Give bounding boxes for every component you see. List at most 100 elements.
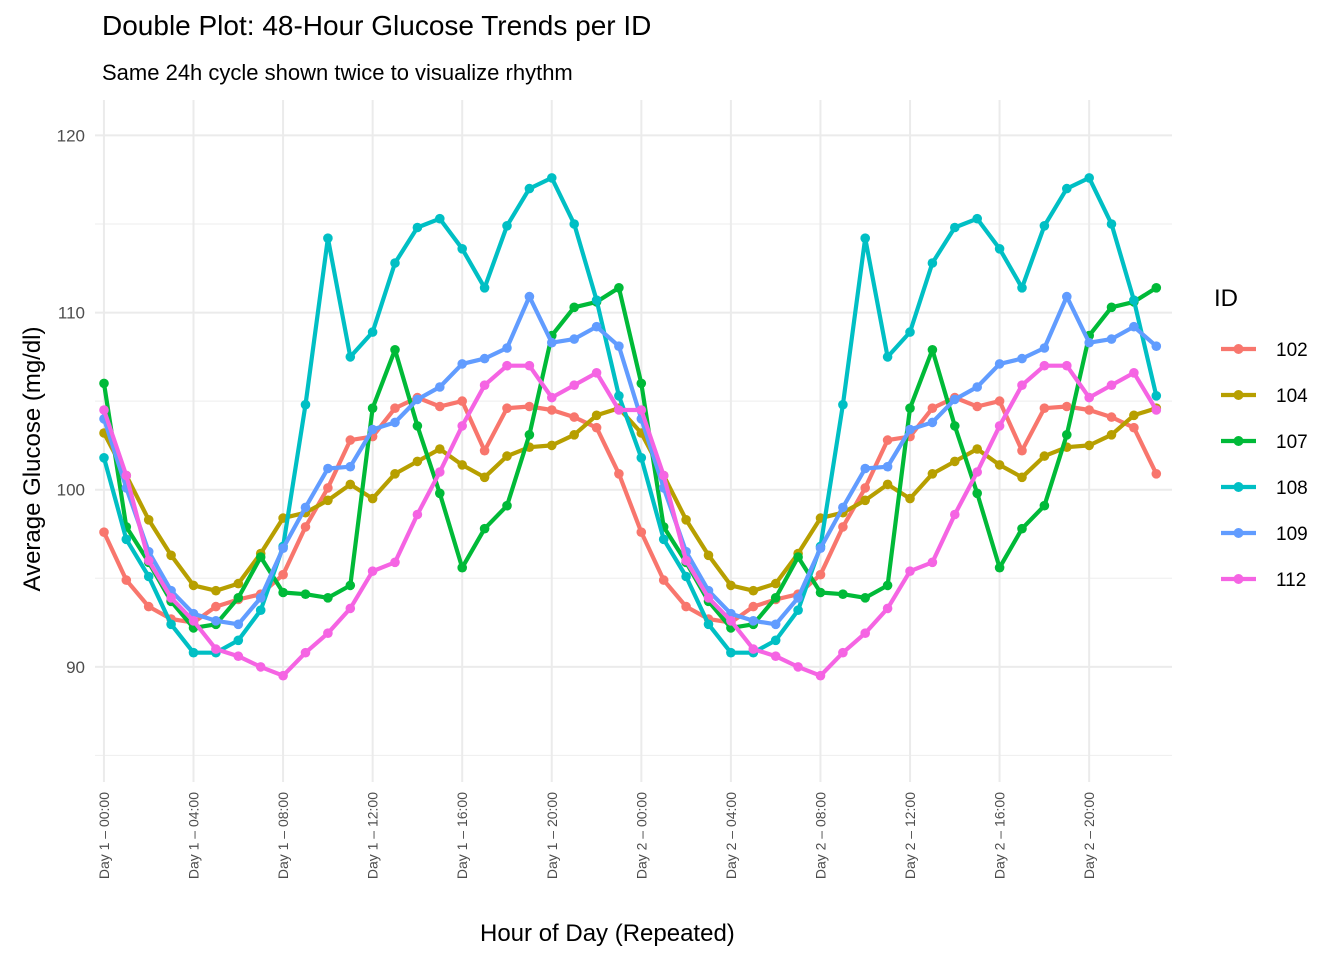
data-point-102 bbox=[1062, 401, 1072, 412]
x-tick-label: Day 1 – 16:00 bbox=[454, 792, 470, 879]
chart-title: Double Plot: 48-Hour Glucose Trends per … bbox=[102, 10, 652, 41]
data-point-108 bbox=[1084, 173, 1094, 183]
data-point-108 bbox=[770, 635, 781, 646]
data-point-107 bbox=[524, 430, 535, 440]
data-point-112 bbox=[591, 368, 602, 378]
data-point-107 bbox=[479, 523, 490, 534]
data-point-107 bbox=[255, 552, 266, 562]
data-point-104 bbox=[703, 550, 714, 561]
data-point-108 bbox=[1129, 295, 1139, 306]
data-point-102 bbox=[1129, 422, 1139, 433]
data-point-112 bbox=[390, 557, 400, 568]
data-point-104 bbox=[681, 515, 691, 525]
data-point-109 bbox=[345, 461, 356, 472]
data-point-112 bbox=[658, 470, 669, 481]
data-point-112 bbox=[255, 662, 266, 672]
data-point-102 bbox=[479, 445, 490, 456]
data-point-104 bbox=[1129, 410, 1139, 421]
data-point-108 bbox=[457, 244, 468, 254]
series-line-109 bbox=[102, 294, 1158, 627]
data-point-108 bbox=[793, 605, 803, 615]
data-point-102 bbox=[390, 403, 400, 414]
y-tick-label: 120 bbox=[57, 126, 85, 145]
data-point-112 bbox=[345, 603, 356, 614]
data-point-112 bbox=[748, 644, 759, 654]
data-point-109 bbox=[479, 353, 490, 364]
series-104 bbox=[99, 403, 1162, 596]
data-point-112 bbox=[1084, 392, 1094, 403]
data-point-112 bbox=[770, 651, 781, 661]
data-point-109 bbox=[815, 543, 826, 553]
data-point-109 bbox=[547, 337, 557, 348]
data-point-109 bbox=[1151, 341, 1162, 352]
data-point-112 bbox=[681, 555, 691, 566]
data-point-112 bbox=[99, 405, 109, 415]
data-point-107 bbox=[569, 302, 579, 313]
data-point-107 bbox=[614, 283, 624, 293]
data-point-102 bbox=[1039, 403, 1050, 414]
data-point-108 bbox=[1017, 283, 1027, 293]
data-point-109 bbox=[390, 417, 400, 428]
data-point-107 bbox=[367, 403, 378, 414]
data-point-107 bbox=[278, 587, 288, 598]
data-point-108 bbox=[524, 183, 535, 194]
y-axis-ticks: 90 100 110 120 bbox=[57, 126, 85, 676]
data-point-102 bbox=[211, 601, 221, 612]
series-line-107 bbox=[101, 285, 1158, 631]
x-tick-label: Day 2 – 04:00 bbox=[723, 792, 739, 879]
x-tick-label: Day 1 – 12:00 bbox=[365, 792, 381, 879]
data-point-108 bbox=[726, 647, 736, 658]
data-point-112 bbox=[1039, 360, 1050, 371]
legend-item-102: 102 bbox=[1221, 340, 1308, 361]
data-point-109 bbox=[905, 424, 915, 435]
data-point-107 bbox=[950, 421, 960, 431]
data-point-109 bbox=[994, 359, 1005, 369]
data-point-104 bbox=[390, 469, 400, 479]
data-point-102 bbox=[300, 522, 311, 532]
data-point-102 bbox=[882, 435, 893, 445]
series-108 bbox=[99, 173, 1162, 658]
legend-label: 112 bbox=[1276, 570, 1306, 591]
series-layer bbox=[99, 173, 1162, 681]
data-point-112 bbox=[1017, 380, 1027, 391]
data-point-107 bbox=[300, 589, 311, 599]
x-axis-ticks: Day 1 – 00:00 Day 1 – 04:00 Day 1 – 08:00 D… bbox=[96, 792, 1097, 879]
data-point-109 bbox=[255, 593, 266, 603]
data-point-108 bbox=[994, 244, 1005, 254]
data-point-112 bbox=[278, 670, 288, 681]
data-point-112 bbox=[905, 566, 915, 576]
x-tick-label: Day 1 – 00:00 bbox=[96, 792, 112, 879]
data-point-104 bbox=[233, 578, 244, 589]
data-point-102 bbox=[457, 396, 468, 406]
data-point-104 bbox=[726, 580, 736, 591]
data-point-108 bbox=[300, 399, 311, 410]
data-point-112 bbox=[726, 616, 736, 626]
data-point-112 bbox=[815, 670, 826, 681]
y-tick-label: 100 bbox=[57, 481, 85, 500]
data-point-112 bbox=[972, 467, 982, 477]
x-tick-label: Day 2 – 12:00 bbox=[902, 792, 918, 879]
data-point-104 bbox=[1084, 440, 1094, 451]
legend-key-point bbox=[1233, 390, 1244, 400]
data-point-102 bbox=[524, 401, 535, 412]
data-point-108 bbox=[121, 534, 132, 545]
data-point-112 bbox=[502, 360, 512, 371]
data-point-109 bbox=[591, 321, 602, 332]
data-point-112 bbox=[457, 421, 468, 431]
data-point-102 bbox=[860, 483, 870, 493]
data-point-104 bbox=[502, 451, 512, 461]
data-point-112 bbox=[412, 509, 423, 520]
data-point-102 bbox=[636, 527, 647, 537]
data-point-108 bbox=[1062, 183, 1072, 194]
legend-label: 107 bbox=[1276, 432, 1308, 453]
x-tick-label: Day 2 – 00:00 bbox=[633, 792, 649, 879]
data-point-109 bbox=[748, 616, 759, 626]
legend-label: 109 bbox=[1276, 524, 1308, 545]
data-point-102 bbox=[1151, 469, 1162, 479]
data-point-109 bbox=[770, 619, 781, 630]
data-point-108 bbox=[927, 258, 938, 268]
data-point-104 bbox=[1106, 430, 1117, 440]
data-point-109 bbox=[367, 424, 378, 435]
legend-key-point bbox=[1233, 574, 1244, 584]
